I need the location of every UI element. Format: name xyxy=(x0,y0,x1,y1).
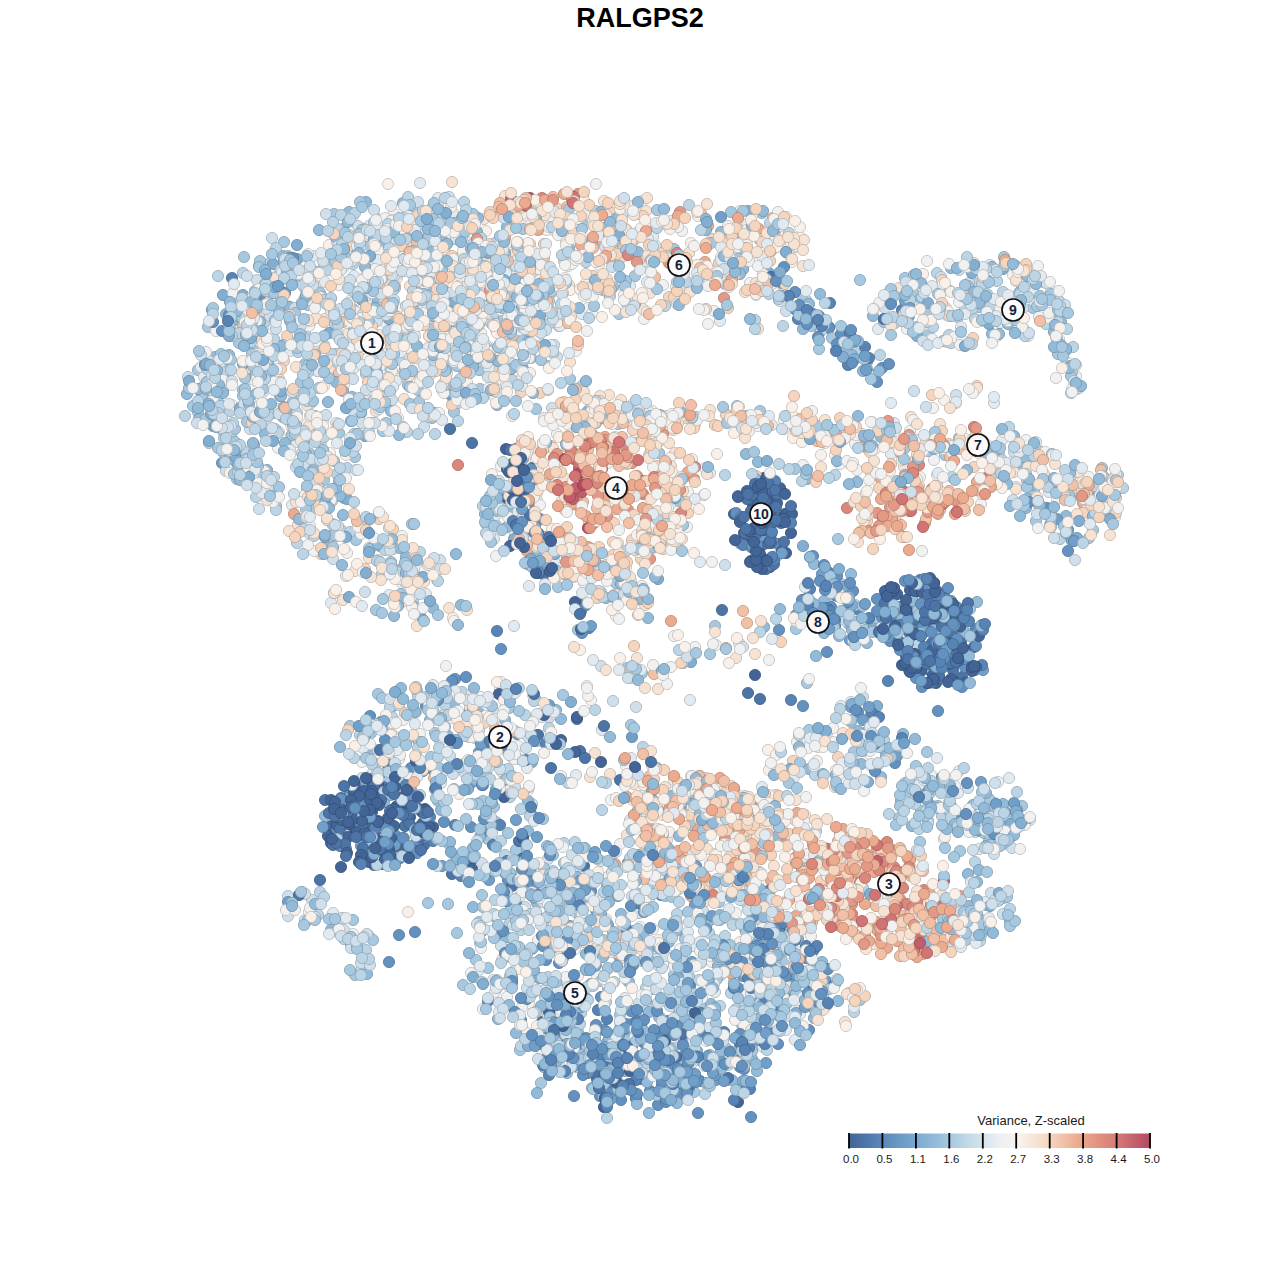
svg-text:RALGPS2: RALGPS2 xyxy=(576,3,704,33)
svg-text:7: 7 xyxy=(974,437,982,453)
svg-text:2.2: 2.2 xyxy=(977,1153,993,1165)
svg-text:4: 4 xyxy=(612,480,620,496)
svg-text:5: 5 xyxy=(571,985,579,1001)
svg-text:9: 9 xyxy=(1009,302,1017,318)
svg-text:1.1: 1.1 xyxy=(910,1153,926,1165)
svg-text:Variance, Z-scaled: Variance, Z-scaled xyxy=(977,1113,1084,1128)
svg-text:6: 6 xyxy=(675,257,683,273)
svg-text:0.0: 0.0 xyxy=(843,1153,859,1165)
svg-text:8: 8 xyxy=(814,614,822,630)
svg-text:3.3: 3.3 xyxy=(1044,1153,1060,1165)
svg-text:0.5: 0.5 xyxy=(876,1153,892,1165)
svg-text:3.8: 3.8 xyxy=(1077,1153,1093,1165)
svg-text:1: 1 xyxy=(368,335,376,351)
svg-text:3: 3 xyxy=(885,876,893,892)
svg-text:2.7: 2.7 xyxy=(1010,1153,1026,1165)
svg-text:10: 10 xyxy=(753,506,769,522)
svg-text:2: 2 xyxy=(496,729,504,745)
svg-text:4.4: 4.4 xyxy=(1111,1153,1128,1165)
svg-text:5.0: 5.0 xyxy=(1144,1153,1160,1165)
svg-text:1.6: 1.6 xyxy=(943,1153,959,1165)
